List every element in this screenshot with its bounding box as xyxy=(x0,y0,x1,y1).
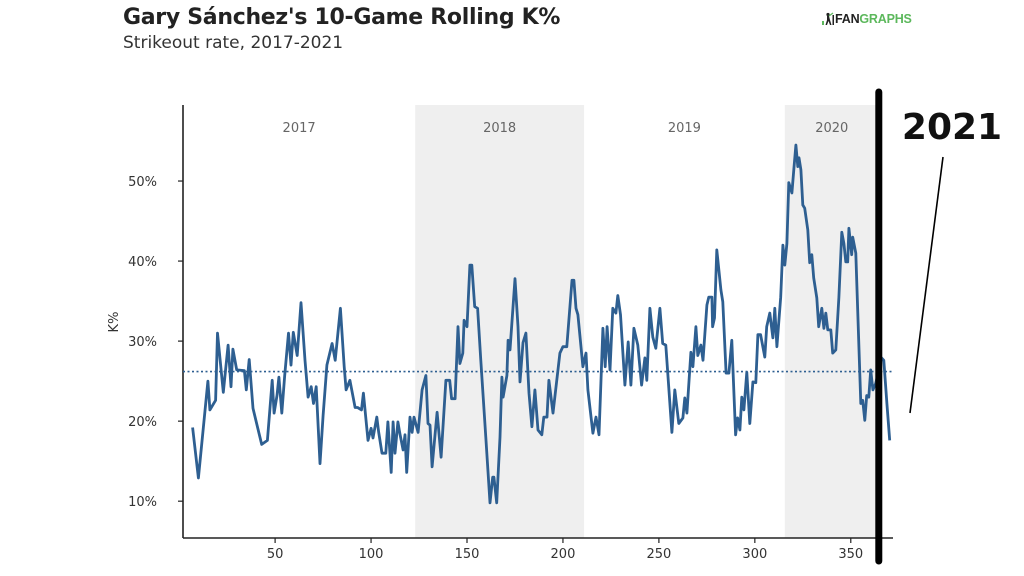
season-label-2018: 2018 xyxy=(483,121,516,136)
x-tick-label: 250 xyxy=(646,547,671,562)
x-ticks: 50 100 150 200 250 300 350 xyxy=(267,538,863,562)
fangraphs-batter-icon xyxy=(822,12,834,25)
chart-subtitle: Strikeout rate, 2017-2021 xyxy=(123,33,344,53)
season-label-2019: 2019 xyxy=(668,121,701,136)
logo-text-graphs: GRAPHS xyxy=(859,12,912,26)
x-tick-label: 50 xyxy=(267,547,284,562)
y-tick-label: 40% xyxy=(128,255,157,270)
annotation-pointer-line xyxy=(909,156,944,414)
x-tick-label: 150 xyxy=(455,547,480,562)
season-band-2020 xyxy=(784,105,879,538)
x-tick-label: 300 xyxy=(742,547,767,562)
annotation-2021: 2021 xyxy=(902,107,1002,148)
y-tick-label: 10% xyxy=(128,495,157,510)
fangraphs-logo: FAN GRAPHS xyxy=(822,12,912,26)
season-label-2017: 2017 xyxy=(283,121,316,136)
x-tick-label: 350 xyxy=(838,547,863,562)
season-band-2018 xyxy=(415,105,585,538)
x-tick-label: 100 xyxy=(359,547,384,562)
y-tick-label: 50% xyxy=(128,175,157,190)
series-line-k-pct xyxy=(191,143,892,505)
y-tick-label: 30% xyxy=(128,335,157,350)
chart-title: Gary Sánchez's 10-Game Rolling K% xyxy=(123,5,561,30)
y-ticks: 10% 20% 30% 40% 50% xyxy=(128,175,183,510)
y-axis-label: K% xyxy=(107,312,122,333)
y-tick-label: 20% xyxy=(128,415,157,430)
x-tick-label: 200 xyxy=(551,547,576,562)
season-label-2020: 2020 xyxy=(815,121,848,136)
logo-text-fan: FAN xyxy=(835,12,860,26)
season-bands xyxy=(415,105,879,538)
season-labels: 2017 2018 2019 2020 xyxy=(283,121,849,136)
